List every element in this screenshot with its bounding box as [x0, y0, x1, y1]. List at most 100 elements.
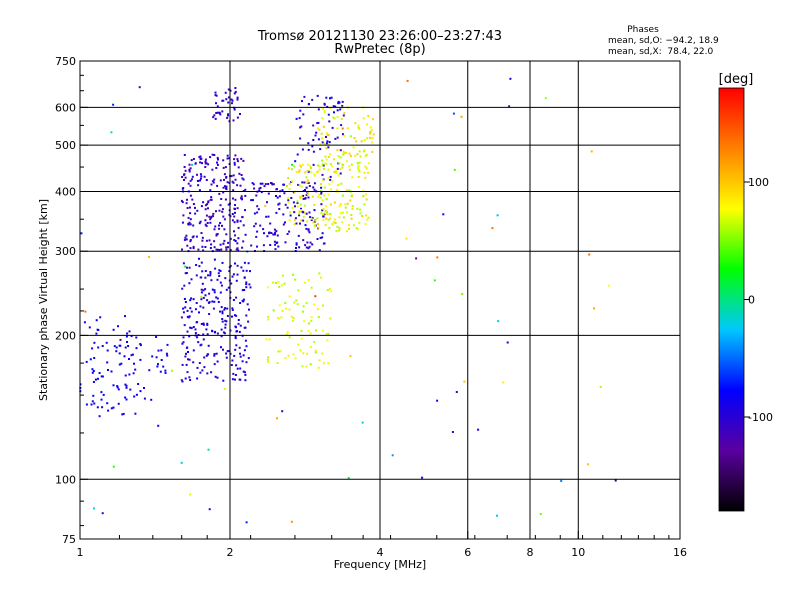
data-point: [326, 132, 329, 135]
data-point: [197, 341, 200, 344]
data-point: [305, 227, 308, 230]
data-point: [272, 183, 275, 186]
data-point: [215, 234, 218, 237]
data-point: [330, 96, 333, 99]
data-point: [220, 248, 223, 251]
data-point: [599, 385, 602, 388]
data-point: [216, 376, 219, 379]
data-point: [329, 213, 332, 215]
data-point: [139, 390, 142, 393]
data-point: [344, 206, 347, 209]
data-point: [259, 182, 262, 185]
data-point: [243, 261, 246, 264]
data-point: [263, 232, 265, 235]
data-point: [590, 150, 593, 153]
data-point: [272, 281, 274, 284]
data-point: [294, 160, 297, 163]
data-point: [369, 130, 372, 133]
data-point: [236, 116, 239, 119]
data-point: [341, 221, 344, 224]
data-point: [166, 343, 169, 346]
data-point: [326, 134, 329, 137]
data-point: [112, 465, 115, 468]
data-point: [277, 317, 279, 319]
data-point: [125, 386, 128, 389]
data-point: [242, 178, 245, 181]
data-point: [239, 113, 241, 115]
data-point: [242, 269, 245, 272]
data-point: [220, 346, 222, 349]
data-point: [313, 220, 316, 223]
data-point: [329, 175, 332, 178]
data-point: [329, 217, 332, 220]
data-point: [282, 223, 285, 226]
data-point: [302, 310, 304, 313]
data-point: [318, 128, 321, 131]
data-point: [234, 378, 236, 381]
data-point: [196, 377, 199, 380]
data-point: [124, 346, 127, 349]
data-point: [199, 179, 201, 182]
data-point: [321, 117, 324, 120]
data-point: [93, 507, 95, 510]
data-point: [369, 132, 372, 135]
data-point: [290, 168, 293, 171]
data-point: [221, 312, 224, 315]
data-point: [332, 158, 335, 161]
data-point: [222, 215, 225, 218]
data-point: [281, 189, 284, 192]
data-point: [211, 180, 214, 183]
data-point: [325, 147, 328, 150]
data-point: [242, 224, 245, 227]
data-point: [349, 135, 352, 138]
data-point: [236, 96, 239, 99]
data-point: [268, 338, 271, 341]
data-point: [311, 98, 314, 101]
data-point: [95, 319, 98, 322]
data-point: [442, 213, 445, 216]
data-point: [265, 338, 268, 341]
data-point: [255, 235, 258, 238]
data-point: [270, 232, 273, 234]
data-point: [226, 116, 229, 119]
data-point: [224, 91, 227, 94]
data-point: [305, 302, 308, 305]
data-point: [288, 182, 291, 185]
data-point: [194, 332, 197, 335]
data-point: [184, 169, 187, 172]
data-point: [160, 359, 163, 361]
data-point: [249, 270, 251, 273]
data-point: [288, 308, 291, 311]
data-point: [314, 219, 317, 222]
data-point: [216, 105, 219, 108]
data-point: [295, 117, 298, 120]
data-point: [110, 131, 113, 134]
data-point: [186, 266, 188, 269]
data-point: [337, 155, 340, 158]
data-point: [348, 168, 351, 171]
data-point: [157, 349, 160, 352]
data-point: [213, 289, 216, 292]
data-point: [276, 234, 279, 237]
data-point: [234, 198, 237, 201]
data-point: [218, 224, 220, 227]
data-points: [79, 77, 617, 524]
data-point: [192, 247, 195, 250]
data-point: [301, 163, 304, 166]
data-point: [313, 173, 316, 176]
data-point: [304, 244, 307, 247]
data-point: [202, 333, 205, 336]
data-point: [241, 246, 244, 249]
data-point: [239, 352, 241, 355]
data-point: [298, 212, 300, 215]
data-point: [124, 396, 127, 399]
data-point: [244, 233, 247, 236]
data-point: [100, 398, 103, 401]
data-point: [340, 163, 343, 166]
data-point: [225, 98, 228, 101]
data-point: [204, 270, 207, 272]
data-point: [267, 361, 270, 363]
data-point: [225, 246, 228, 249]
data-point: [151, 355, 154, 358]
data-point: [189, 379, 192, 381]
